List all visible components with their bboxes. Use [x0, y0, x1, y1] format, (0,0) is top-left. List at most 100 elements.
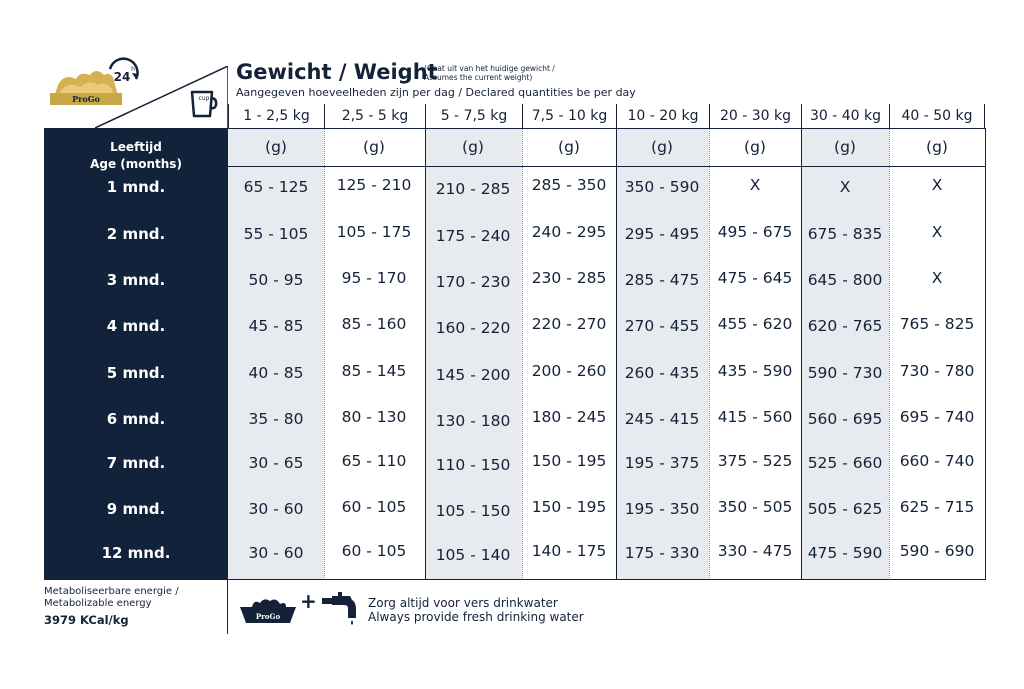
col-separator	[709, 128, 710, 580]
column-shade-7	[801, 128, 889, 580]
badge-h: h	[131, 66, 135, 73]
column-shade-5	[616, 128, 709, 580]
plus-sign: +	[300, 589, 317, 613]
table-cell: 85 - 145	[341, 362, 407, 380]
unit-cell: (g)	[926, 138, 948, 156]
table-cell: X	[749, 176, 761, 194]
table-cell: 105 - 175	[336, 223, 412, 241]
energy-label: Metaboliseerbare energie / Metabolizable…	[44, 586, 179, 609]
table-cell: X	[931, 269, 943, 287]
table-cell: 590 - 730	[807, 364, 883, 382]
age-label: 9 mnd.	[106, 500, 166, 518]
table-cell: 660 - 740	[899, 452, 975, 470]
col-separator	[889, 128, 890, 580]
table-cell: 330 - 475	[717, 542, 793, 560]
table-cell: 375 - 525	[717, 452, 793, 470]
table-cell: 590 - 690	[899, 542, 975, 560]
col-separator	[616, 128, 617, 580]
unit-row-divider	[228, 166, 986, 167]
table-cell: 30 - 60	[248, 500, 304, 518]
table-cell: 560 - 695	[807, 410, 883, 428]
table-cell: 695 - 740	[899, 408, 975, 426]
table-cell: 625 - 715	[899, 498, 975, 516]
age-label: 12 mnd.	[101, 544, 171, 562]
weight-header-3: 5 - 7,5 kg	[425, 104, 522, 128]
table-cell: 60 - 105	[341, 498, 407, 516]
water-tap-icon	[322, 592, 362, 626]
title-note: (Gaat uit van het huidige gewicht / Assu…	[424, 64, 555, 82]
table-cell: 40 - 85	[248, 364, 304, 382]
age-label: 5 mnd.	[106, 364, 166, 382]
table-cell: 180 - 245	[531, 408, 607, 426]
table-cell: 295 - 495	[624, 225, 700, 243]
table-cell: 455 - 620	[717, 315, 793, 333]
weight-header-6: 20 - 30 kg	[709, 104, 801, 128]
table-cell: 45 - 85	[248, 317, 304, 335]
progo-logo: ProGo 24 h	[46, 55, 142, 107]
logo-text: ProGo	[72, 94, 100, 104]
unit-cell: (g)	[265, 138, 287, 156]
table-cell: 105 - 150	[435, 502, 511, 520]
table-cell: 350 - 505	[717, 498, 793, 516]
table-frame	[44, 128, 986, 580]
table-cell: X	[839, 178, 851, 196]
unit-cell: (g)	[558, 138, 580, 156]
table-cell: 195 - 375	[624, 454, 700, 472]
table-cell: 765 - 825	[899, 315, 975, 333]
energy-value: 3979 KCal/kg	[44, 613, 129, 627]
svg-text:cup: cup	[199, 95, 210, 102]
table-cell: 220 - 270	[531, 315, 607, 333]
table-cell: 50 - 95	[248, 271, 304, 289]
subtitle: Aangegeven hoeveelheden zijn per dag / D…	[236, 86, 636, 99]
weight-header-1: 1 - 2,5 kg	[228, 104, 324, 128]
table-cell: 65 - 110	[341, 452, 407, 470]
table-cell: 195 - 350	[624, 500, 700, 518]
age-label: 3 mnd.	[106, 271, 166, 289]
table-cell: 525 - 660	[807, 454, 883, 472]
age-header: Leeftijd Age (months)	[90, 140, 182, 171]
table-cell: 285 - 350	[531, 176, 607, 194]
table-cell: 230 - 285	[531, 269, 607, 287]
col-separator	[522, 128, 523, 580]
table-cell: 210 - 285	[435, 180, 511, 198]
table-cell: 140 - 175	[531, 542, 607, 560]
table-cell: 240 - 295	[531, 223, 607, 241]
table-cell: 270 - 455	[624, 317, 700, 335]
measuring-cup-icon: cup	[188, 89, 218, 119]
table-cell: 55 - 105	[243, 225, 309, 243]
unit-cell: (g)	[744, 138, 766, 156]
table-cell: 200 - 260	[531, 362, 607, 380]
table-cell: 35 - 80	[248, 410, 304, 428]
table-cell: 175 - 330	[624, 544, 700, 562]
age-label: 6 mnd.	[106, 410, 166, 428]
table-cell: 645 - 800	[807, 271, 883, 289]
table-cell: 505 - 625	[807, 500, 883, 518]
unit-cell: (g)	[462, 138, 484, 156]
table-cell: 130 - 180	[435, 412, 511, 430]
weight-header-4: 7,5 - 10 kg	[522, 104, 616, 128]
age-label: 2 mnd.	[106, 225, 166, 243]
table-cell: 105 - 140	[435, 546, 511, 564]
table-cell: 730 - 780	[899, 362, 975, 380]
table-cell: 125 - 210	[336, 176, 412, 194]
table-cell: 80 - 130	[341, 408, 407, 426]
table-cell: 160 - 220	[435, 319, 511, 337]
weight-header-7: 30 - 40 kg	[801, 104, 889, 128]
table-cell: 475 - 645	[717, 269, 793, 287]
water-note: Zorg altijd voor vers drinkwater Always …	[368, 596, 584, 624]
table-cell: 150 - 195	[531, 452, 607, 470]
table-cell: X	[931, 176, 943, 194]
weight-header-5: 10 - 20 kg	[616, 104, 709, 128]
badge-24: 24	[114, 70, 131, 84]
table-cell: 435 - 590	[717, 362, 793, 380]
table-cell: 350 - 590	[624, 178, 700, 196]
table-cell: 620 - 765	[807, 317, 883, 335]
col-separator	[801, 128, 802, 580]
food-bowl-icon: ProGo	[238, 595, 298, 625]
unit-cell: (g)	[834, 138, 856, 156]
table-cell: 65 - 125	[243, 178, 309, 196]
age-label: 4 mnd.	[106, 317, 166, 335]
svg-text:ProGo: ProGo	[256, 612, 281, 621]
table-cell: 30 - 60	[248, 544, 304, 562]
unit-cell: (g)	[363, 138, 385, 156]
